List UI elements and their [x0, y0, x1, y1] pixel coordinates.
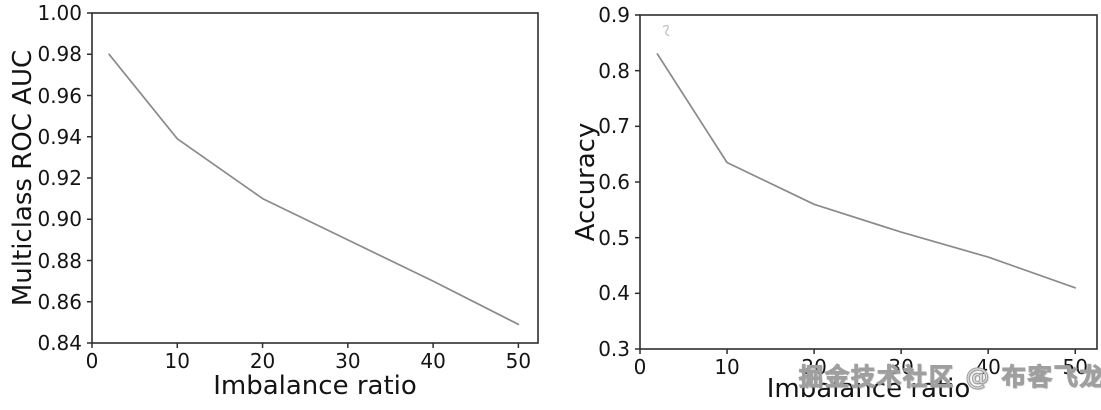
x-tick-label: 40 — [420, 349, 446, 373]
y-tick-label: 0.92 — [37, 166, 82, 190]
site-watermark: 掘金技术社区 @ 布客飞龙 — [798, 363, 1101, 391]
x-tick-label: 50 — [1062, 355, 1088, 379]
x-tick-label: 50 — [505, 349, 532, 373]
data-line — [656, 53, 1077, 289]
y-tick-label: 0.84 — [37, 331, 82, 355]
y-tick-label: 0.86 — [37, 289, 82, 314]
x-tick-label: 30 — [335, 349, 361, 373]
accuracy-plot-area — [635, 14, 1098, 354]
y-tick-label: 0.4 — [598, 281, 630, 306]
y-tick-label: 0.6 — [598, 170, 630, 194]
y-tick-label: 0.8 — [598, 58, 630, 83]
y-tick-label: 1.00 — [37, 1, 82, 25]
x-tick-label: 20 — [801, 355, 827, 379]
y-tick-label: 0.88 — [37, 248, 82, 273]
y-tick-label: 0.90 — [37, 207, 82, 232]
plot-frame — [639, 14, 1098, 350]
data-line — [108, 53, 520, 326]
x-tick-label: 0 — [85, 349, 99, 373]
y-tick-label: 0.7 — [598, 114, 630, 139]
y-tick-label: 0.9 — [598, 3, 630, 27]
y-tick-label: 0.3 — [598, 337, 630, 361]
compression-artifact-mark — [662, 24, 670, 37]
x-tick-label: 40 — [975, 355, 1001, 379]
accuracy-x-axis-label: Imbalance ratio — [766, 374, 971, 404]
x-tick-label: 30 — [888, 355, 914, 379]
x-tick-label: 20 — [249, 349, 276, 373]
roc-auc-x-axis-label: Imbalance ratio — [213, 371, 417, 401]
x-tick-label: 0 — [633, 355, 647, 379]
y-tick-label: 0.94 — [37, 124, 82, 149]
y-tick-label: 0.96 — [37, 83, 82, 108]
x-tick-label: 10 — [164, 349, 190, 373]
roc-auc-plot-area — [87, 12, 539, 348]
y-tick-label: 0.5 — [598, 225, 630, 250]
x-tick-label: 10 — [714, 355, 740, 379]
y-tick-label: 0.98 — [37, 42, 82, 67]
